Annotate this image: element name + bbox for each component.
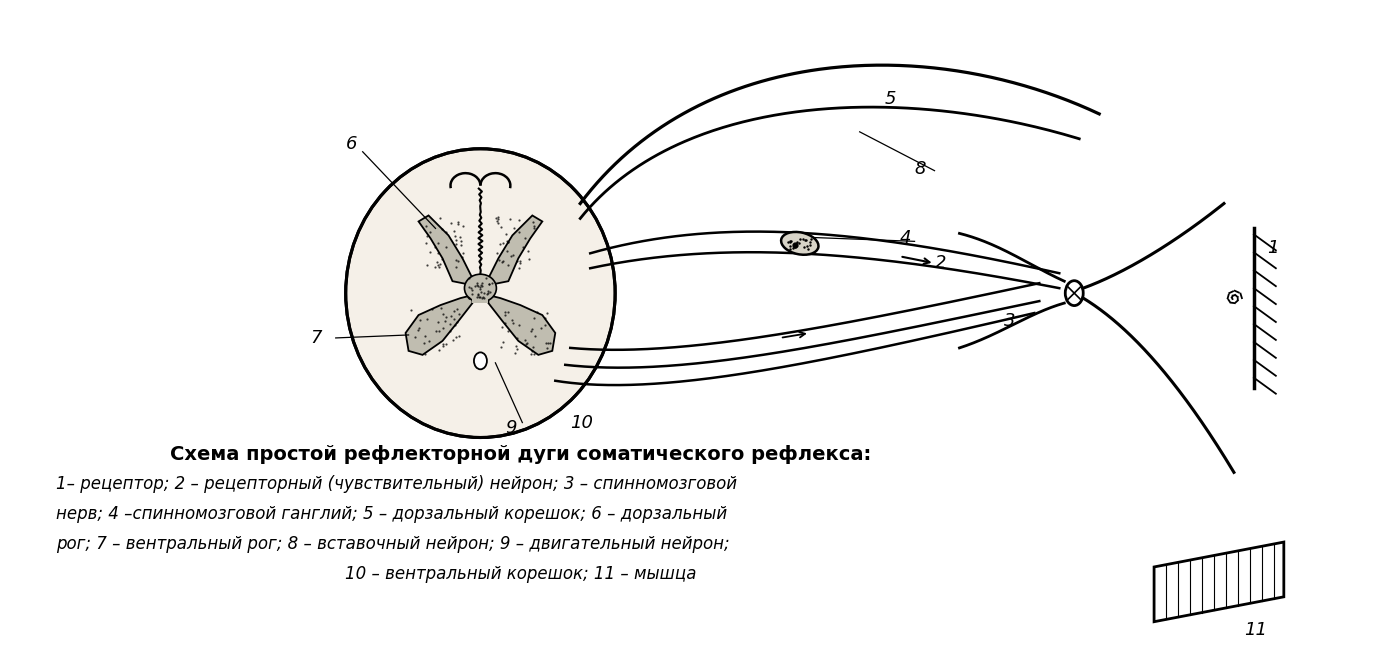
Polygon shape	[488, 295, 555, 355]
Text: 8: 8	[915, 159, 926, 178]
Text: 10: 10	[570, 413, 594, 432]
Ellipse shape	[346, 149, 616, 437]
Text: 5: 5	[884, 90, 897, 108]
Polygon shape	[418, 216, 473, 285]
Text: 4: 4	[899, 229, 910, 248]
Text: 11: 11	[1244, 621, 1266, 639]
Text: Схема простой рефлекторной дуги соматического рефлекса:: Схема простой рефлекторной дуги соматиче…	[170, 445, 872, 465]
Text: 2: 2	[934, 254, 947, 272]
Text: 6: 6	[346, 135, 357, 153]
Ellipse shape	[464, 274, 496, 302]
Text: 7: 7	[311, 329, 322, 347]
Text: рог; 7 – вентральный рог; 8 – вставочный нейрон; 9 – двигательный нейрон;: рог; 7 – вентральный рог; 8 – вставочный…	[56, 535, 730, 553]
Text: 3: 3	[1005, 312, 1016, 330]
Ellipse shape	[781, 232, 819, 255]
Text: 10 – вентральный корешок; 11 – мышца: 10 – вентральный корешок; 11 – мышца	[345, 565, 696, 583]
Polygon shape	[1154, 542, 1284, 621]
Ellipse shape	[1065, 281, 1083, 306]
Polygon shape	[473, 295, 488, 303]
Polygon shape	[406, 295, 473, 355]
Text: 1: 1	[1266, 239, 1279, 257]
Text: нерв; 4 –спинномозговой ганглий; 5 – дорзальный корешок; 6 – дорзальный: нерв; 4 –спинномозговой ганглий; 5 – дор…	[56, 505, 727, 523]
Polygon shape	[473, 278, 488, 283]
Polygon shape	[488, 216, 542, 285]
Ellipse shape	[474, 353, 486, 369]
Text: 9: 9	[506, 419, 517, 437]
Text: 1– рецептор; 2 – рецепторный (чувствительный) нейрон; 3 – спинномозговой: 1– рецептор; 2 – рецепторный (чувствител…	[56, 476, 737, 493]
